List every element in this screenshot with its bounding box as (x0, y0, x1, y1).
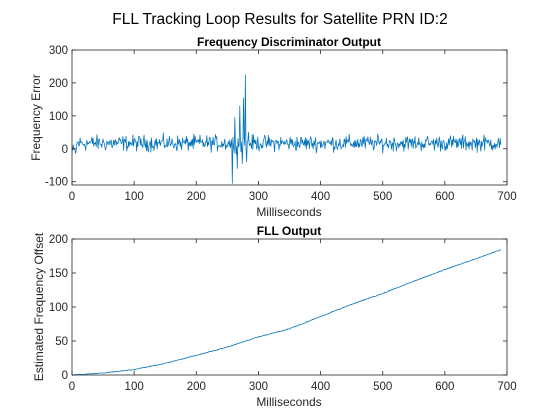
x-tick-label: 500 (373, 381, 392, 393)
estimated-offset-line (71, 249, 501, 376)
x-tick-label: 300 (249, 191, 268, 203)
y-tick-label: 300 (49, 45, 68, 57)
x-tick-label: 0 (69, 381, 75, 393)
x-tick-label: 300 (249, 381, 268, 393)
plot-title: FLL Output (257, 224, 321, 238)
x-tick-label: 700 (497, 381, 516, 393)
figure-title: FLL Tracking Loop Results for Satellite … (112, 11, 447, 28)
y-axis-label: Estimated Frequency Offset (32, 232, 46, 381)
y-tick-label: 100 (49, 302, 68, 314)
axes-box (71, 238, 508, 376)
y-tick-label: -100 (45, 177, 68, 189)
y-tick-label: 200 (49, 78, 68, 90)
x-tick-label: 0 (69, 191, 75, 203)
y-axis-label: Frequency Error (29, 74, 43, 161)
y-tick-label: 100 (49, 111, 68, 123)
series-estimated-offset (71, 249, 501, 376)
x-tick-label: 700 (497, 191, 516, 203)
y-tick-label: 0 (62, 144, 68, 156)
plot-title: Frequency Discriminator Output (197, 35, 381, 49)
axes-box (71, 49, 508, 186)
x-tick-label: 500 (373, 191, 392, 203)
y-axis-ticks: 0 50 100 150 200 (49, 234, 507, 382)
x-tick-label: 400 (311, 191, 330, 203)
x-tick-label: 600 (435, 191, 454, 203)
x-axis-label: Milliseconds (256, 395, 321, 409)
plot-fll-output: FLL Output 0 100 200 300 400 500 600 700 0 50 100… (32, 224, 517, 409)
x-tick-label: 200 (187, 191, 206, 203)
y-tick-label: 150 (49, 268, 68, 280)
y-tick-label: 0 (62, 370, 68, 382)
x-tick-label: 100 (125, 191, 144, 203)
series-frequency-error (72, 74, 502, 184)
x-axis-ticks: 0 100 200 300 400 500 600 700 (69, 239, 517, 393)
x-axis-label: Milliseconds (256, 205, 321, 219)
frequency-error-line (72, 74, 502, 184)
plot-frequency-discriminator: Frequency Discriminator Output 0 100 200 30… (29, 35, 517, 219)
x-tick-label: 200 (187, 381, 206, 393)
y-tick-label: 50 (55, 336, 68, 348)
x-tick-label: 100 (125, 381, 144, 393)
y-axis-ticks: -100 0 100 200 300 (45, 45, 507, 189)
x-tick-label: 600 (435, 381, 454, 393)
y-tick-label: 200 (49, 234, 68, 246)
x-axis-ticks: 0 100 200 300 400 500 600 700 (69, 50, 517, 203)
x-tick-label: 400 (311, 381, 330, 393)
